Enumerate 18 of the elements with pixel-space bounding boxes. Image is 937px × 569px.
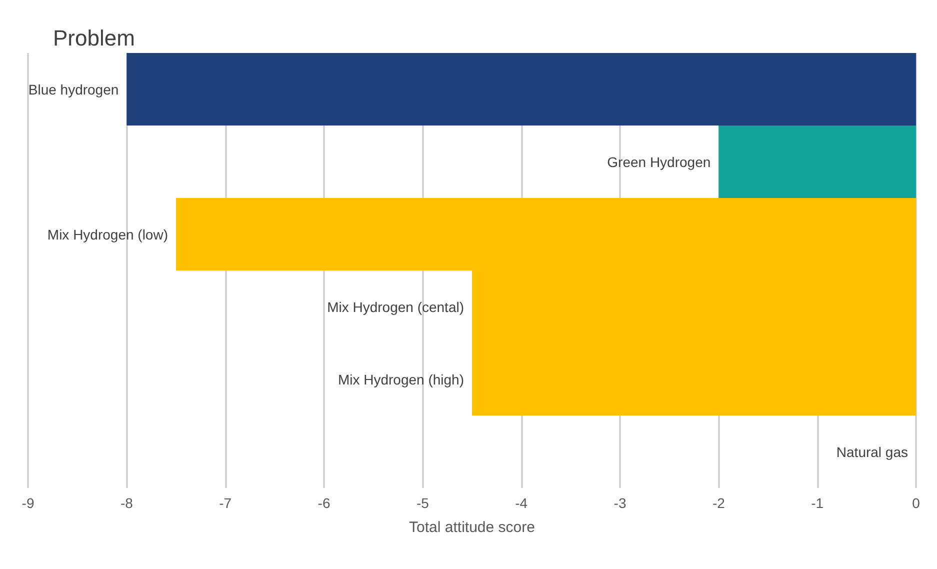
x-tick-label: 0 [912,495,920,511]
y-tick-label: Mix Hydrogen (cental) [327,298,464,315]
x-tick-label: -7 [219,495,232,511]
x-tick-label: -8 [120,495,134,511]
x-tick-label: -1 [811,495,824,511]
x-tick-label: -6 [318,495,330,511]
x-tick-label: -4 [515,495,528,511]
x-axis-title: Total attitude score [409,519,535,536]
y-tick-label: Mix Hydrogen (low) [47,226,168,242]
x-tick-label: -2 [712,495,726,511]
y-tick-label: Mix Hydrogen (high) [338,371,464,388]
chart-title: Problem [53,26,135,50]
x-tick-label: -9 [22,495,34,511]
y-tick-label: Blue hydrogen [28,81,119,98]
x-tick-label: -5 [416,495,430,511]
y-tick-label: Natural gas [836,444,908,460]
x-tick-label: -3 [614,495,626,511]
y-tick-label: Green Hydrogen [607,154,711,170]
